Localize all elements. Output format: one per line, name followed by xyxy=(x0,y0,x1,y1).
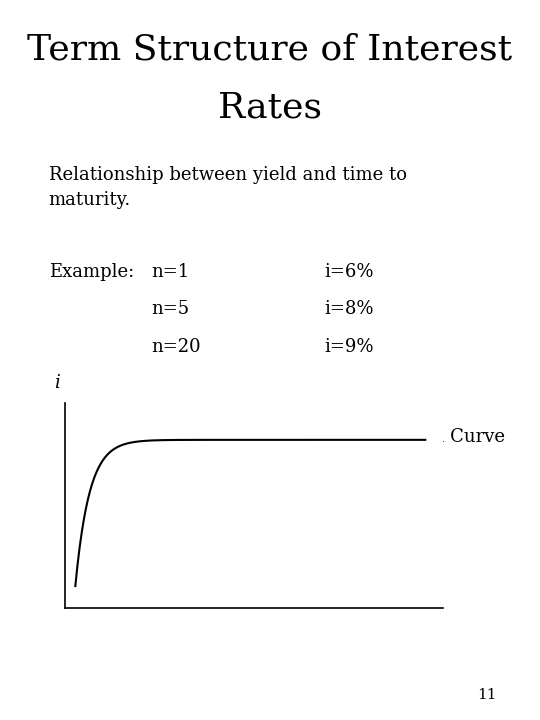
Text: Maturity: Maturity xyxy=(352,515,432,533)
Text: i=8%: i=8% xyxy=(324,300,374,318)
Text: n=1: n=1 xyxy=(151,263,190,281)
Text: n=5: n=5 xyxy=(151,300,190,318)
Text: Relationship between yield and time to
maturity.: Relationship between yield and time to m… xyxy=(49,166,407,209)
Text: Yield Curve: Yield Curve xyxy=(400,428,505,446)
Text: Example:: Example: xyxy=(49,263,134,281)
Text: Term Structure of Interest: Term Structure of Interest xyxy=(28,32,512,66)
Text: n=20: n=20 xyxy=(151,338,201,356)
Text: i: i xyxy=(54,374,59,392)
Text: 11: 11 xyxy=(477,688,497,702)
Text: i=9%: i=9% xyxy=(324,338,374,356)
Text: i=6%: i=6% xyxy=(324,263,374,281)
Text: Rates: Rates xyxy=(218,90,322,124)
